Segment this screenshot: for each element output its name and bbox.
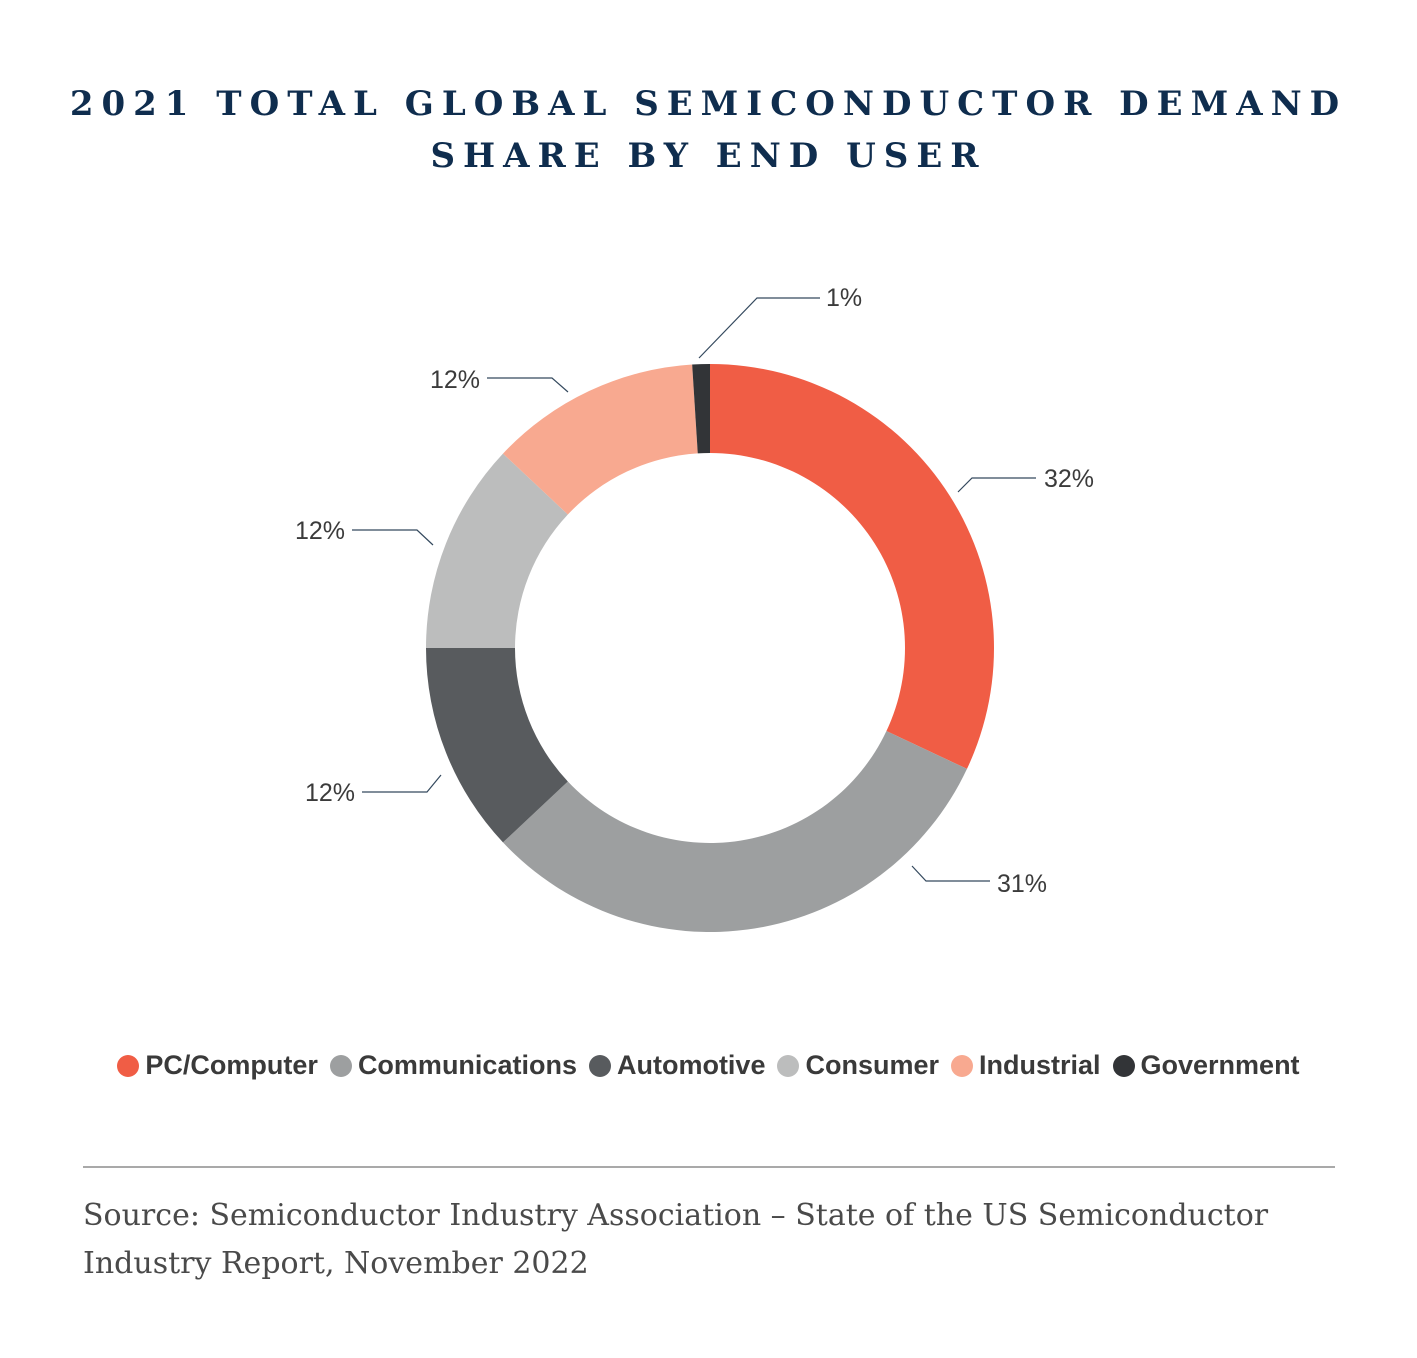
leader-line-pc-computer — [957, 477, 1036, 493]
legend-item-government: Government — [1112, 1050, 1300, 1081]
divider — [83, 1166, 1335, 1168]
legend-label-communications: Communications — [357, 1050, 577, 1080]
source-line2: Industry Report, November 2022 — [83, 1246, 589, 1281]
slice-consumer — [426, 453, 568, 648]
leader-line-automotive — [362, 774, 442, 793]
legend-swatch-communications — [329, 1054, 352, 1077]
slice-pc-computer — [710, 364, 994, 769]
legend-label-pc-computer: PC/Computer — [145, 1050, 318, 1080]
chart-title-line1: 2021 TOTAL GLOBAL SEMICONDUCTOR DEMAND — [69, 84, 1348, 124]
source-line1: Source: Semiconductor Industry Associati… — [83, 1198, 1269, 1233]
legend-label-consumer: Consumer — [805, 1050, 939, 1080]
legend-item-communications: Communications — [329, 1050, 577, 1081]
chart-title-line2: SHARE BY END USER — [430, 136, 987, 176]
label-consumer: 12% — [295, 517, 345, 545]
legend-swatch-pc-computer — [117, 1054, 140, 1077]
label-pc-computer: 32% — [1044, 465, 1094, 493]
source-note: Source: Semiconductor Industry Associati… — [83, 1192, 1343, 1288]
legend-swatch-industrial — [951, 1054, 973, 1077]
legend-item-automotive: Automotive — [588, 1050, 766, 1081]
label-government: 1% — [826, 284, 862, 312]
legend-swatch-consumer — [777, 1054, 800, 1077]
leader-line-government — [698, 297, 820, 359]
slice-automotive — [426, 648, 568, 843]
leader-line-industrial — [487, 377, 569, 393]
legend-label-automotive: Automotive — [616, 1050, 766, 1080]
slice-government — [692, 364, 710, 454]
percentage-labels: 32% 31% 12% 12% 12% 1% — [295, 284, 1094, 898]
label-communications: 31% — [997, 870, 1047, 898]
legend-item-pc-computer: PC/Computer — [117, 1050, 318, 1081]
label-leader-lines — [352, 297, 1036, 882]
legend-label-industrial: Industrial — [979, 1050, 1101, 1080]
donut-chart: 32% 31% 12% 12% 12% 1% — [295, 284, 1094, 933]
legend: PC/Computer Communications Automotive Consu… — [0, 1050, 1417, 1081]
chart-title: 2021 TOTAL GLOBAL SEMICONDUCTOR DEMAND S… — [0, 78, 1417, 182]
leader-line-communications — [911, 865, 990, 882]
legend-item-industrial: Industrial — [951, 1050, 1101, 1081]
legend-label-government: Government — [1140, 1050, 1300, 1080]
label-automotive: 12% — [305, 779, 355, 807]
leader-line-consumer — [352, 529, 434, 546]
label-industrial: 12% — [430, 366, 480, 394]
legend-swatch-automotive — [588, 1054, 611, 1077]
donut-slices — [426, 364, 994, 933]
slice-communications — [502, 731, 967, 933]
slice-industrial — [502, 364, 698, 515]
legend-item-consumer: Consumer — [777, 1050, 939, 1081]
legend-swatch-government — [1112, 1054, 1135, 1077]
